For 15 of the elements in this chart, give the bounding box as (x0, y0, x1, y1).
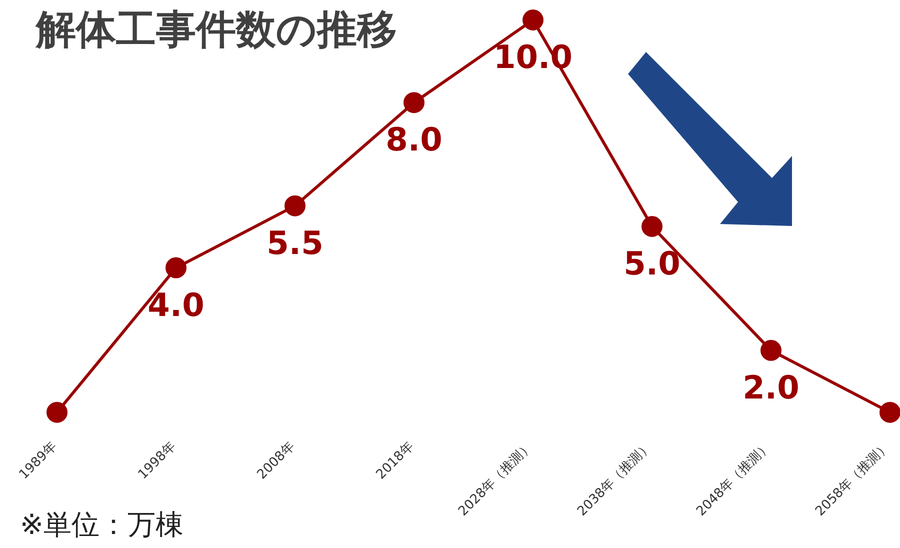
data-label: 5.0 (624, 244, 680, 282)
chart-title: 解体工事件数の推移 (36, 6, 397, 55)
point (166, 257, 186, 278)
point (284, 195, 306, 216)
point (880, 402, 900, 423)
point (642, 216, 662, 237)
data-label: 2.0 (742, 368, 800, 406)
point (522, 10, 544, 30)
data-label: 5.5 (266, 224, 324, 262)
data-label: 8.0 (386, 120, 442, 159)
text: ※単位：万棟 (20, 507, 184, 543)
data-label: 4.0 (148, 286, 204, 324)
point (760, 340, 782, 361)
point (404, 92, 424, 114)
point (46, 402, 68, 423)
